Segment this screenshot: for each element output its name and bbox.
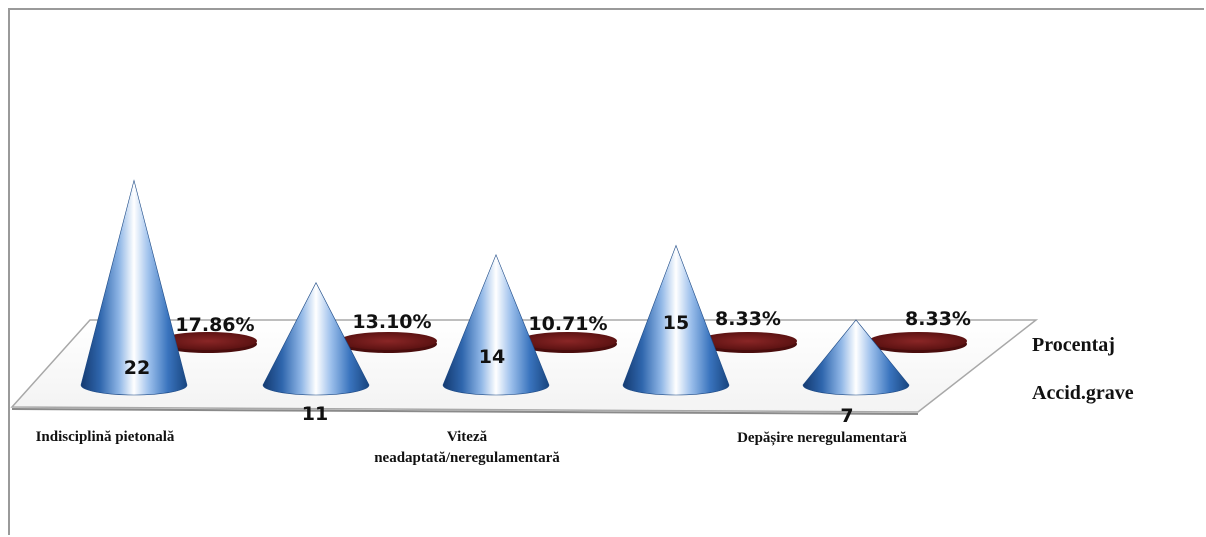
procentaj-series xyxy=(159,332,967,353)
accid-grave-series xyxy=(80,179,910,396)
category-label: Viteză xyxy=(447,429,488,445)
category-labels: Indisciplină pietonală Viteză neadaptată/n… xyxy=(36,429,908,466)
accid-grave-cone xyxy=(80,179,188,396)
value-labels: 17.86% 13.10% 10.71% 8.33% 8.33% 22 11 14 15 7 xyxy=(124,308,971,427)
accid-grave-value-label: 7 xyxy=(840,405,853,427)
procentaj-value-label: 10.71% xyxy=(528,313,607,335)
series-labels: Accid.grave Procentaj xyxy=(1032,334,1134,404)
category-label: Indisciplină pietonală xyxy=(36,429,175,445)
procentaj-value-label: 13.10% xyxy=(352,311,431,333)
procentaj-disk xyxy=(699,332,797,350)
procentaj-disk xyxy=(159,332,257,350)
procentaj-disk xyxy=(869,332,967,350)
accid-grave-cone xyxy=(622,244,730,396)
chart-area xyxy=(8,8,1204,535)
accid-grave-value-label: 11 xyxy=(302,403,328,425)
category-label: neadaptată/neregulamentară xyxy=(374,450,560,466)
procentaj-disk xyxy=(339,332,437,350)
accid-grave-cone xyxy=(262,282,370,396)
floor-front-edge xyxy=(11,408,919,415)
procentaj-value-label: 8.33% xyxy=(715,308,781,330)
accid-grave-cone xyxy=(442,254,550,396)
series-axis-label: Accid.grave xyxy=(1032,382,1134,404)
series-axis-label: Procentaj xyxy=(1032,334,1115,356)
procentaj-disk xyxy=(519,332,617,350)
procentaj-value-label: 8.33% xyxy=(905,308,971,330)
accid-grave-cone xyxy=(802,319,910,396)
accid-grave-value-label: 22 xyxy=(124,357,150,379)
category-label: Depășire neregulamentară xyxy=(737,430,907,446)
procentaj-value-label: 17.86% xyxy=(175,314,254,336)
accid-grave-value-label: 15 xyxy=(663,312,689,334)
accid-grave-value-label: 14 xyxy=(479,346,505,368)
